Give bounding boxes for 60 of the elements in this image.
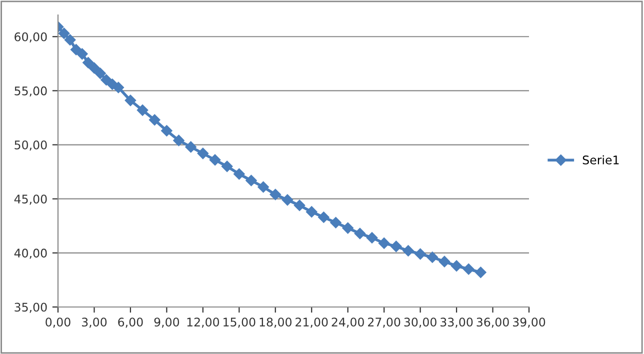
legend-label: Serie1 <box>582 155 619 164</box>
point <box>318 212 330 223</box>
x-tick-label: 24,00 <box>332 318 364 328</box>
point <box>173 134 184 146</box>
point <box>463 264 474 275</box>
x-tick-label: 39,00 <box>513 318 546 328</box>
point <box>270 188 281 200</box>
point <box>197 148 209 160</box>
point <box>342 222 354 234</box>
x-tick-label: 21,00 <box>296 318 328 328</box>
x-tick-label: 30,00 <box>404 318 436 328</box>
y-tick-label: 50,00 <box>14 140 47 151</box>
x-tick-label: 6,00 <box>118 318 143 328</box>
point <box>378 238 390 249</box>
x-tick-label: 12,00 <box>187 318 220 328</box>
x-tick-label: 36,00 <box>476 318 509 328</box>
point <box>82 56 94 68</box>
point <box>234 168 245 180</box>
point <box>136 104 148 116</box>
point <box>88 62 100 74</box>
point <box>246 174 257 186</box>
x-tick-label: 33,00 <box>440 318 473 328</box>
point <box>149 114 160 126</box>
point <box>185 141 196 153</box>
point <box>354 228 366 240</box>
point <box>221 160 233 172</box>
y-tick-label: 45,00 <box>14 194 47 205</box>
y-tick-label: 55,00 <box>14 86 47 97</box>
x-tick-label: 18,00 <box>260 318 292 328</box>
point <box>402 245 414 256</box>
point <box>438 256 450 268</box>
point <box>209 154 221 166</box>
point <box>475 266 486 278</box>
point <box>294 200 306 211</box>
x-tick-label: 9,00 <box>154 318 180 328</box>
y-tick-label: 35,00 <box>14 302 47 313</box>
x-tick-label: 15,00 <box>224 318 256 328</box>
x-tick-label: 27,00 <box>368 318 400 328</box>
point <box>306 206 318 218</box>
point <box>366 232 378 244</box>
x-tick-label: 3,00 <box>82 318 107 328</box>
point <box>100 74 112 86</box>
point <box>330 217 342 228</box>
point <box>414 248 426 260</box>
y-tick-label: 60,00 <box>14 32 47 42</box>
point <box>64 34 76 46</box>
y-tick-label: 40,00 <box>14 248 47 259</box>
point <box>426 252 438 263</box>
point <box>390 240 402 252</box>
point <box>161 125 172 136</box>
point <box>450 260 462 272</box>
point <box>112 82 124 94</box>
point <box>94 68 106 80</box>
point <box>282 194 294 206</box>
point <box>70 44 82 56</box>
point <box>76 48 88 60</box>
point <box>258 181 269 193</box>
point <box>124 94 136 106</box>
point <box>58 28 70 39</box>
x-tick-label: 0,00 <box>46 318 70 328</box>
